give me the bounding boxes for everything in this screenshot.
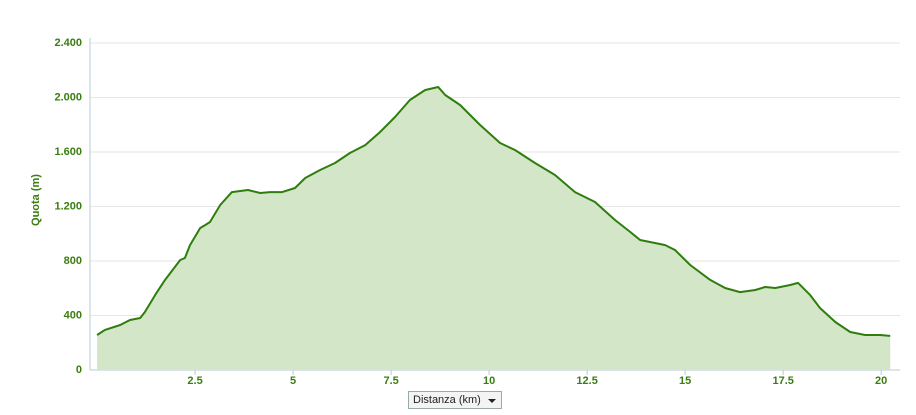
- y-tick-label: 400: [64, 309, 82, 321]
- x-tick-label: 12.5: [576, 375, 597, 387]
- area-fill: [97, 87, 891, 370]
- x-tick-label: 20: [875, 375, 887, 387]
- x-tick-label: 2.5: [187, 375, 202, 387]
- y-tick-label: 2.400: [54, 37, 82, 49]
- y-axis-label: Quota (m): [30, 174, 42, 226]
- dropdown-arrow: [487, 399, 496, 403]
- y-tick-label: 2.000: [54, 91, 82, 103]
- x-axis-label: Distanza (km): [413, 394, 481, 406]
- x-tick-label: 10: [483, 375, 495, 387]
- y-tick-label: 800: [64, 255, 82, 267]
- x-axis-selector[interactable]: Distanza (km): [408, 391, 502, 409]
- x-tick-label: 15: [679, 375, 691, 387]
- x-tick-label: 17.5: [772, 375, 793, 387]
- y-tick-label: 1.600: [54, 146, 82, 158]
- y-tick-label: 0: [76, 364, 82, 376]
- x-tick-label: 5: [290, 375, 296, 387]
- y-tick-label: 1.200: [54, 200, 82, 212]
- line: [96, 86, 891, 337]
- x-tick-label: 7.5: [383, 375, 398, 387]
- chart: Quota (m) 0 400 800 1.200 1.600 2.000 2.400 2.5…: [30, 37, 900, 387]
